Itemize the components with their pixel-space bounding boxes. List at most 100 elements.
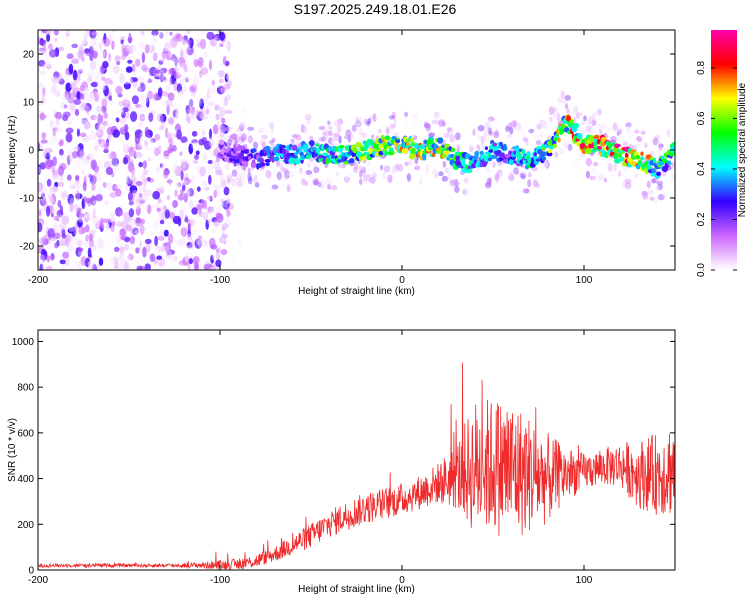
noise-blob <box>151 30 159 36</box>
noise-blob <box>199 225 205 232</box>
noise-blob <box>217 65 225 70</box>
scatter-blob <box>366 173 372 182</box>
ridge-blob <box>522 159 527 165</box>
scatter-blob <box>435 170 439 178</box>
scatter-blob <box>276 159 281 167</box>
ridge-blob <box>422 153 427 161</box>
ridge-blob <box>415 143 420 149</box>
x-tick-label: -200 <box>28 575 48 586</box>
noise-blob <box>199 38 207 50</box>
noise-blob <box>98 186 106 195</box>
noise-blob <box>164 39 169 48</box>
scatter-blob <box>514 185 518 192</box>
scatter-blob <box>432 168 436 175</box>
noise-blob <box>159 31 165 39</box>
noise-blob <box>89 96 95 105</box>
noise-blob <box>96 128 104 138</box>
noise-blob <box>71 236 78 245</box>
noise-blob <box>96 264 101 270</box>
scatter-blob <box>556 112 561 121</box>
noise-blob <box>82 30 91 38</box>
noise-blob <box>82 181 87 192</box>
ridge-blob <box>593 141 598 146</box>
noise-blob <box>95 194 103 202</box>
noise-blob <box>207 159 213 165</box>
scatter-blob <box>581 120 585 126</box>
ridge-blob <box>526 151 531 157</box>
noise-blob <box>203 182 211 190</box>
noise-blob <box>40 99 46 105</box>
noise-blob <box>105 117 110 127</box>
noise-blob <box>45 147 52 152</box>
scatter-blob <box>563 141 569 149</box>
noise-blob <box>44 245 52 251</box>
noise-blob <box>117 261 126 270</box>
scatter-blob <box>621 174 628 180</box>
noise-blob <box>148 166 153 174</box>
noise-blob <box>223 172 229 180</box>
noise-blob <box>145 242 151 253</box>
noise-blob <box>149 253 156 262</box>
noise-blob <box>57 46 65 52</box>
scatter-blob <box>506 133 512 138</box>
noise-blob <box>183 192 188 203</box>
scatter-blob <box>456 144 461 150</box>
ridge-blob <box>557 138 561 143</box>
ridge-blob <box>292 155 298 159</box>
noise-blob <box>184 70 188 78</box>
scatter-blob <box>337 118 344 125</box>
noise-blob <box>59 148 64 156</box>
scatter-blob <box>527 179 531 187</box>
noise-blob <box>46 255 50 263</box>
noise-blob <box>40 99 48 105</box>
noise-blob <box>182 206 188 218</box>
noise-blob <box>106 244 112 250</box>
noise-blob <box>147 78 153 84</box>
noise-blob <box>96 264 102 269</box>
ridge-blob <box>656 171 662 177</box>
noise-blob <box>175 32 181 39</box>
scatter-blob <box>652 137 659 146</box>
noise-blob <box>112 236 119 246</box>
noise-blob <box>60 84 66 90</box>
noise-blob <box>39 263 44 270</box>
scatter-blob <box>282 167 288 174</box>
noise-blob <box>93 115 99 121</box>
ridge-blob <box>652 157 657 164</box>
scatter-blob <box>353 173 359 179</box>
noise-blob <box>131 124 139 130</box>
scatter-blob <box>335 172 340 177</box>
noise-blob <box>217 70 225 78</box>
noise-blob <box>211 265 216 270</box>
noise-blob <box>135 53 140 60</box>
y-tick-label: 600 <box>17 428 34 439</box>
noise-blob <box>111 32 117 40</box>
scatter-blob <box>391 127 396 132</box>
noise-blob <box>174 165 182 177</box>
noise-blob <box>206 31 215 40</box>
ridge-blob <box>309 140 315 147</box>
noise-blob <box>79 132 87 138</box>
noise-blob <box>97 51 105 63</box>
noise-blob <box>96 105 101 112</box>
noise-blob <box>62 96 71 105</box>
noise-blob <box>187 98 195 108</box>
scatter-blob <box>318 137 324 142</box>
noise-blob <box>200 212 204 218</box>
scatter-blob <box>253 174 258 184</box>
noise-blob <box>75 175 80 181</box>
scatter-blob <box>495 174 499 184</box>
scatter-blob <box>245 125 251 132</box>
scatter-blob <box>572 160 578 167</box>
scatter-blob <box>541 120 548 129</box>
noise-blob <box>77 247 82 254</box>
noise-blob <box>125 77 132 83</box>
noise-blob <box>168 233 174 244</box>
noise-blob <box>180 109 187 117</box>
noise-blob <box>108 52 112 62</box>
noise-blob <box>92 208 96 219</box>
noise-blob <box>130 46 138 55</box>
noise-blob <box>219 42 224 48</box>
noise-blob <box>177 194 185 201</box>
noise-blob <box>226 40 232 52</box>
